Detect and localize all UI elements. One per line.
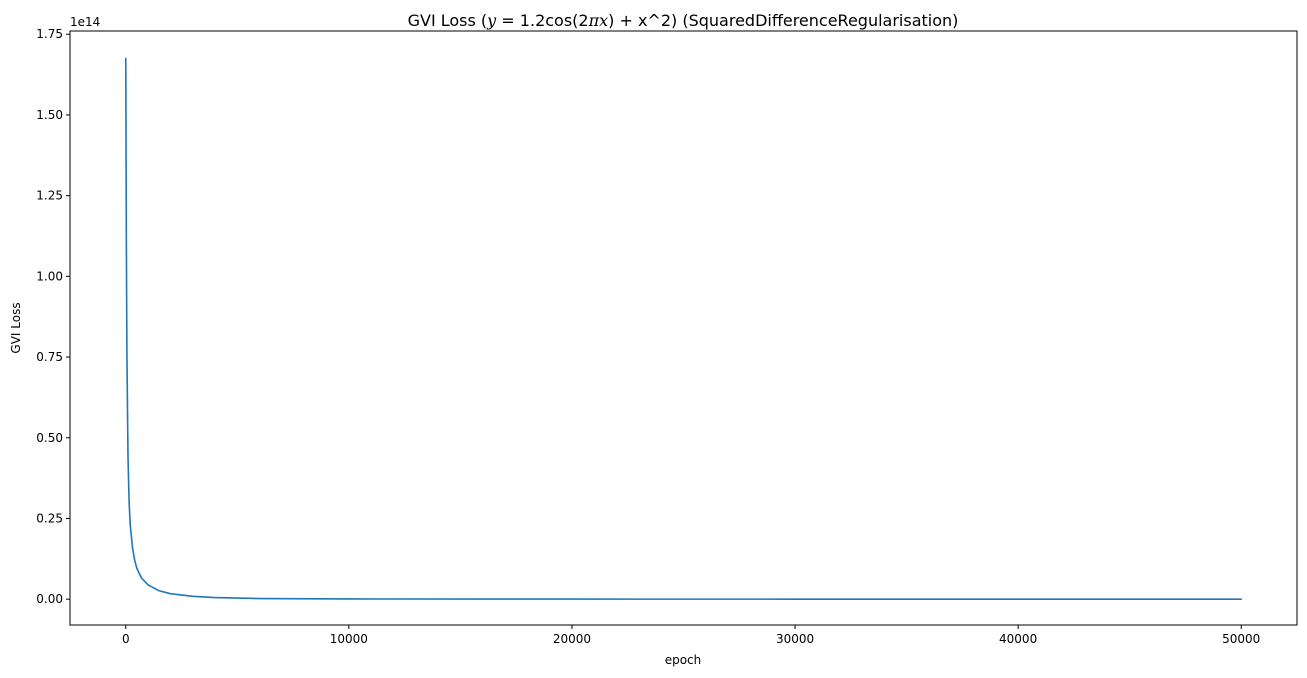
y-tick-label: 0.00 — [36, 592, 63, 606]
series-line-gvi-loss — [124, 57, 1243, 600]
y-tick-label: 1.00 — [36, 269, 63, 283]
x-tick-label: 10000 — [330, 632, 368, 646]
y-tick-label: 0.75 — [36, 350, 63, 364]
x-axis-label: epoch — [665, 653, 702, 667]
y-tick-label: 1.75 — [36, 27, 63, 41]
series-layer — [124, 57, 1243, 600]
x-axis-ticks: 0 10000 20000 30000 40000 50000 — [122, 625, 1260, 646]
plot-area-frame — [69, 30, 1298, 626]
x-tick-label: 50000 — [1222, 632, 1260, 646]
y-tick-label: 0.50 — [36, 431, 63, 445]
chart-title: GVI Loss (y = 1.2cos(2πx) + x^2) (Square… — [408, 11, 959, 30]
x-tick-label: 20000 — [553, 632, 591, 646]
x-tick-label: 40000 — [999, 632, 1037, 646]
y-tick-label: 1.50 — [36, 108, 63, 122]
x-tick-label: 0 — [122, 632, 130, 646]
y-axis-label: GVI Loss — [9, 302, 23, 353]
y-axis-ticks: 0.00 0.25 0.50 0.75 1.00 1.25 1.50 1.75 — [36, 27, 70, 606]
y-scale-offset-label: 1e14 — [70, 15, 100, 29]
y-tick-label: 1.25 — [36, 189, 63, 203]
x-tick-label: 30000 — [776, 632, 814, 646]
y-tick-label: 0.25 — [36, 511, 63, 525]
